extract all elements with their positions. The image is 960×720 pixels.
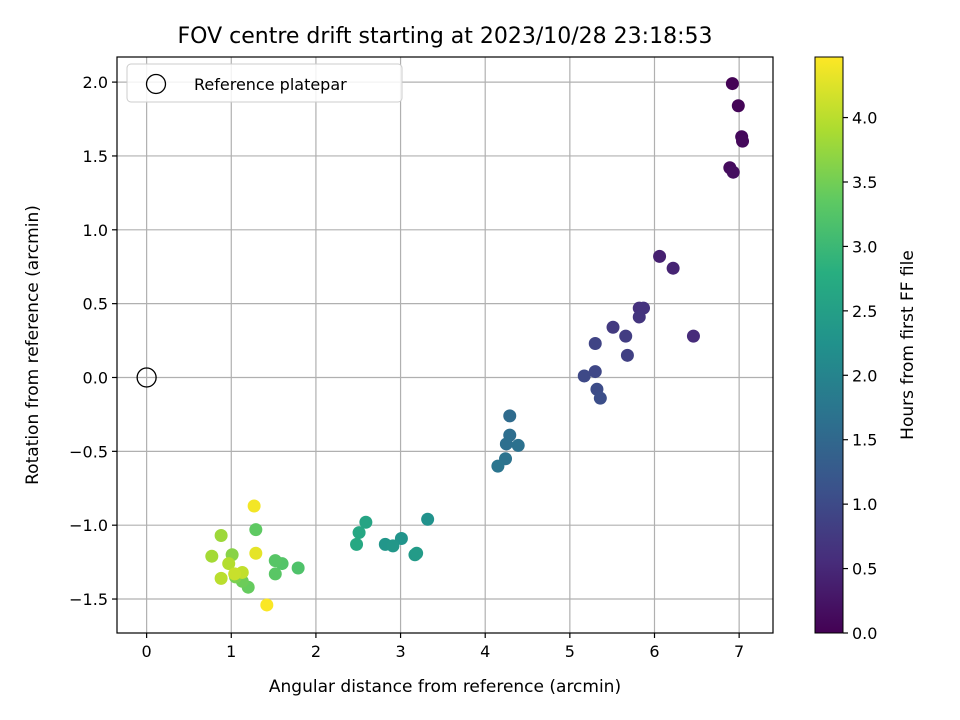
data-point — [291, 561, 305, 575]
colorbar-tick-label: 0.5 — [852, 560, 877, 579]
data-point — [588, 337, 602, 351]
data-point — [588, 365, 602, 379]
data-point — [268, 567, 282, 581]
data-point — [410, 546, 424, 560]
data-point — [249, 546, 263, 560]
data-point — [593, 391, 607, 405]
data-point — [666, 261, 680, 275]
plot-frame — [116, 56, 774, 634]
data-point — [726, 165, 740, 179]
data-point — [214, 571, 228, 585]
data-point — [249, 523, 263, 537]
colorbar-tick-label: 3.5 — [852, 173, 877, 192]
data-point — [214, 529, 228, 543]
x-tick-label: 6 — [649, 642, 659, 661]
colorbar-tick-label: 2.5 — [852, 302, 877, 321]
data-point — [421, 512, 435, 526]
x-tick-label: 3 — [395, 642, 405, 661]
data-point — [606, 320, 620, 334]
data-point — [499, 437, 513, 451]
data-point — [619, 329, 633, 343]
data-point — [491, 459, 505, 473]
data-point — [228, 567, 242, 581]
colorbar — [814, 56, 844, 634]
data-point — [205, 549, 219, 563]
x-tick-label: 7 — [734, 642, 744, 661]
y-tick-label: 0.5 — [83, 295, 108, 314]
colorbar-tick-label: 1.0 — [852, 495, 877, 514]
data-point — [725, 77, 739, 91]
legend-marker — [145, 73, 167, 95]
colorbar-tick-label: 4.0 — [852, 109, 877, 128]
x-axis-ticks: 0 1 2 3 4 5 6 7 — [142, 633, 744, 661]
x-tick-label: 5 — [565, 642, 575, 661]
x-tick-label: 0 — [142, 642, 152, 661]
data-point — [577, 369, 591, 383]
data-point — [359, 515, 373, 529]
legend-box — [126, 63, 403, 103]
y-axis-ticks: −1.5 −1.0 −0.5 0.0 0.5 1.0 1.5 2.0 — [69, 73, 117, 609]
y-tick-label: 1.0 — [83, 221, 108, 240]
y-axis-label: Rotation from reference (arcmin) — [23, 205, 43, 485]
colorbar-label: Hours from first FF file — [898, 250, 918, 440]
x-tick-label: 4 — [480, 642, 490, 661]
colorbar-ticks: 0.0 0.5 1.0 1.5 2.0 2.5 3.0 3.5 4.0 — [843, 109, 877, 643]
x-tick-label: 2 — [311, 642, 321, 661]
data-point — [511, 438, 525, 452]
data-point — [352, 526, 366, 540]
y-tick-label: −1.5 — [69, 590, 108, 609]
chart-title: FOV centre drift starting at 2023/10/28 … — [178, 24, 713, 49]
y-tick-label: −1.0 — [69, 516, 108, 535]
data-point — [222, 557, 236, 571]
data-points — [205, 77, 750, 612]
colorbar-tick-label: 0.0 — [852, 624, 877, 643]
x-axis-label: Angular distance from reference (arcmin) — [269, 677, 621, 697]
legend: Reference platepar — [126, 63, 403, 103]
y-tick-label: 0.0 — [83, 368, 108, 387]
y-tick-label: 1.5 — [83, 147, 108, 166]
data-point — [394, 531, 408, 545]
data-point — [260, 598, 274, 612]
data-point — [268, 554, 282, 568]
y-tick-label: 2.0 — [83, 73, 108, 92]
reference-marker — [136, 367, 157, 388]
grid — [117, 57, 773, 633]
data-point — [653, 249, 667, 263]
x-tick-label: 1 — [226, 642, 236, 661]
data-point — [731, 99, 745, 113]
data-point — [736, 134, 750, 148]
legend-entry-reference-platepar: Reference platepar — [194, 75, 347, 94]
reference-marker-group — [136, 367, 157, 388]
data-point — [503, 409, 517, 423]
colorbar-tick-label: 2.0 — [852, 366, 877, 385]
colorbar-tick-label: 1.5 — [852, 431, 877, 450]
data-point — [686, 329, 700, 343]
data-point — [386, 539, 400, 553]
data-point — [620, 348, 634, 362]
data-point — [247, 499, 261, 513]
data-point — [350, 537, 364, 551]
colorbar-tick-label: 3.0 — [852, 237, 877, 256]
y-tick-label: −0.5 — [69, 442, 108, 461]
data-point — [632, 310, 646, 324]
